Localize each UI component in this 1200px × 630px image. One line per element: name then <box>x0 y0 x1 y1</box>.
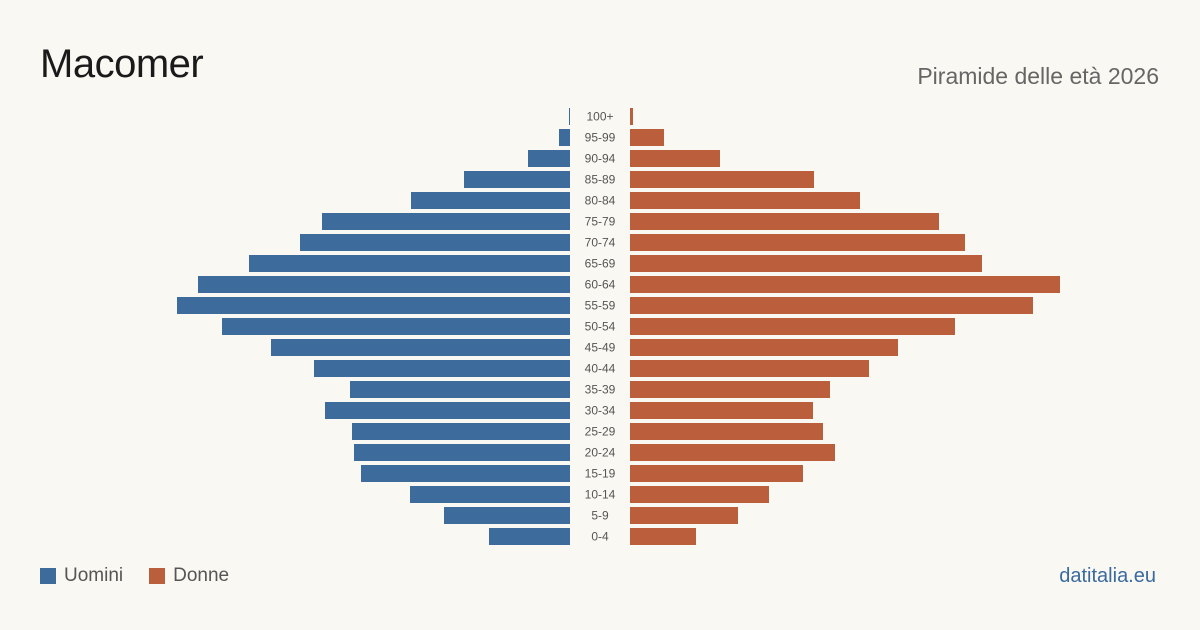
bar-men-100plus <box>569 108 570 125</box>
age-label-15-19: 15-19 <box>585 467 616 481</box>
bar-men-0-4 <box>489 528 570 545</box>
age-label-100plus: 100+ <box>586 110 613 124</box>
legend-item-women: Donne <box>149 565 229 587</box>
bar-women-55-59 <box>630 297 1033 314</box>
bar-men-65-69 <box>249 255 570 272</box>
age-label-65-69: 65-69 <box>585 257 616 271</box>
bar-men-5-9 <box>444 507 570 524</box>
bar-women-5-9 <box>630 507 738 524</box>
bar-men-35-39 <box>350 381 570 398</box>
bar-women-75-79 <box>630 213 939 230</box>
age-label-55-59: 55-59 <box>585 299 616 313</box>
bar-men-40-44 <box>314 360 570 377</box>
age-label-0-4: 0-4 <box>591 530 609 544</box>
chart-subtitle: Piramide delle età 2026 <box>917 63 1159 89</box>
bar-women-60-64 <box>630 276 1060 293</box>
age-label-10-14: 10-14 <box>585 488 616 502</box>
bar-women-30-34 <box>630 402 813 419</box>
age-label-60-64: 60-64 <box>585 278 616 292</box>
bar-women-10-14 <box>630 486 769 503</box>
legend-swatch-women <box>149 568 166 584</box>
bar-men-15-19 <box>361 465 570 482</box>
bar-men-60-64 <box>198 276 570 293</box>
bar-men-75-79 <box>322 213 570 230</box>
bar-men-80-84 <box>411 192 570 209</box>
age-label-25-29: 25-29 <box>585 425 616 439</box>
bar-men-85-89 <box>464 171 570 188</box>
bar-men-95-99 <box>559 129 570 146</box>
age-label-45-49: 45-49 <box>585 341 616 355</box>
age-label-75-79: 75-79 <box>585 215 616 229</box>
bar-men-55-59 <box>177 297 570 314</box>
bar-women-65-69 <box>630 255 982 272</box>
bar-women-15-19 <box>630 465 803 482</box>
age-label-85-89: 85-89 <box>585 173 616 187</box>
population-pyramid-chart: 100+ 95-99 90-94 85-89 80-84 75-79 70-74 65-69 6… <box>177 108 1060 545</box>
age-label-20-24: 20-24 <box>585 446 616 460</box>
bar-women-45-49 <box>630 339 898 356</box>
bar-women-20-24 <box>630 444 835 461</box>
source-link[interactable]: datitalia.eu <box>1059 565 1156 587</box>
bar-men-20-24 <box>354 444 570 461</box>
bar-men-45-49 <box>271 339 570 356</box>
bar-men-10-14 <box>410 486 570 503</box>
bar-women-40-44 <box>630 360 869 377</box>
bar-women-50-54 <box>630 318 955 335</box>
legend: Uomini Donne <box>40 565 255 587</box>
legend-swatch-men <box>40 568 56 584</box>
age-label-95-99: 95-99 <box>585 131 616 145</box>
age-label-90-94: 90-94 <box>585 152 616 166</box>
bar-women-90-94 <box>630 150 720 167</box>
legend-item-men: Uomini <box>40 565 123 587</box>
age-label-80-84: 80-84 <box>585 194 616 208</box>
legend-label-women: Donne <box>173 565 230 586</box>
chart-title: Macomer <box>40 42 204 86</box>
bar-women-0-4 <box>630 528 696 545</box>
age-label-40-44: 40-44 <box>585 362 616 376</box>
age-label-5-9: 5-9 <box>591 509 609 523</box>
bar-men-25-29 <box>352 423 570 440</box>
bar-men-70-74 <box>300 234 570 251</box>
bar-women-95-99 <box>630 129 664 146</box>
bar-women-70-74 <box>630 234 965 251</box>
bar-women-25-29 <box>630 423 823 440</box>
age-label-50-54: 50-54 <box>585 320 616 334</box>
legend-label-men: Uomini <box>64 565 124 586</box>
bar-men-50-54 <box>222 318 570 335</box>
bar-men-90-94 <box>528 150 570 167</box>
bar-men-30-34 <box>325 402 570 419</box>
bar-women-85-89 <box>630 171 814 188</box>
age-label-70-74: 70-74 <box>585 236 616 250</box>
bar-women-35-39 <box>630 381 830 398</box>
bar-women-80-84 <box>630 192 860 209</box>
age-label-35-39: 35-39 <box>585 383 616 397</box>
age-label-30-34: 30-34 <box>585 404 616 418</box>
bar-women-100plus <box>630 108 633 125</box>
